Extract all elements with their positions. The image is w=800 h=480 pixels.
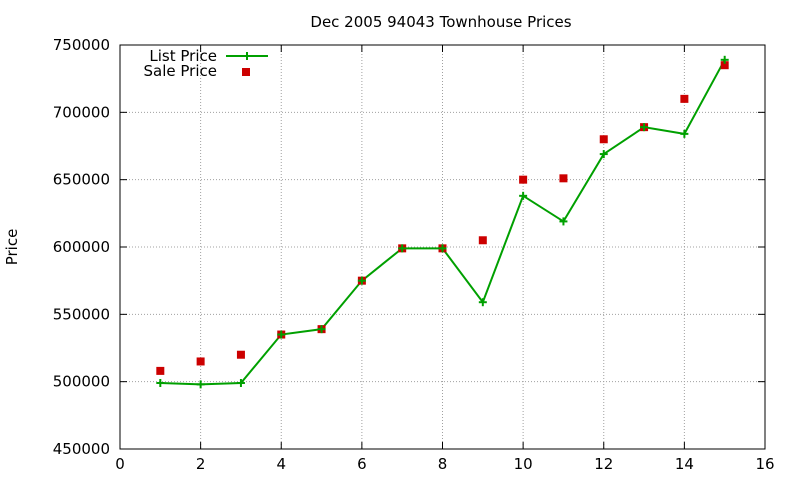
sale-price-point: [236, 350, 245, 359]
x-tick-label: 6: [357, 455, 367, 473]
x-tick-label: 14: [675, 455, 694, 473]
list-price-point: [680, 129, 689, 138]
y-tick-label: 700000: [53, 103, 110, 121]
list-price-point: [559, 217, 568, 226]
list-price-point: [478, 298, 487, 307]
y-tick-label: 550000: [53, 305, 110, 323]
sale-price-point: [599, 135, 608, 144]
list-price-point: [357, 276, 366, 285]
x-tick-label: 0: [115, 455, 125, 473]
y-tick-label: 750000: [53, 36, 110, 54]
y-axis-label: Price: [3, 229, 21, 266]
x-tick-label: 8: [438, 455, 448, 473]
sale-price-point: [478, 236, 487, 245]
sale-price-point: [196, 357, 205, 366]
legend-marker-sale-price: [242, 68, 250, 76]
series-group: [156, 55, 729, 389]
axis-ticks: 0 2 4 6 8 10 12 14 16 450000 500000 550000 600000 650…: [53, 36, 775, 473]
chart-title: Dec 2005 94043 Townhouse Prices: [310, 13, 571, 31]
x-tick-label: 2: [196, 455, 206, 473]
legend-label-sale-price: Sale Price: [144, 62, 217, 80]
list-price-point: [156, 379, 165, 388]
sale-price-point: [156, 366, 165, 375]
y-tick-label: 500000: [53, 373, 110, 391]
list-price-point: [599, 150, 608, 159]
list-price-point: [720, 55, 729, 64]
x-tick-label: 10: [514, 455, 533, 473]
list-price-point: [196, 380, 205, 389]
list-price-point: [317, 325, 326, 334]
legend-label-list-price: List Price: [149, 47, 217, 65]
sale-price-point: [559, 174, 568, 183]
list-price-point: [438, 244, 447, 253]
sale-price-point: [680, 94, 689, 103]
list-price-point: [398, 244, 407, 253]
y-tick-label: 600000: [53, 238, 110, 256]
sale-price-point: [519, 175, 528, 184]
list-price-point: [236, 379, 245, 388]
y-tick-label: 650000: [53, 171, 110, 189]
x-tick-label: 12: [594, 455, 613, 473]
list-price-point: [640, 123, 649, 132]
x-tick-label: 4: [276, 455, 286, 473]
list-price-point: [519, 191, 528, 200]
y-tick-label: 450000: [53, 440, 110, 458]
list-price-point: [277, 330, 286, 339]
x-tick-label: 16: [755, 455, 774, 473]
sale-price-point: [720, 61, 729, 70]
